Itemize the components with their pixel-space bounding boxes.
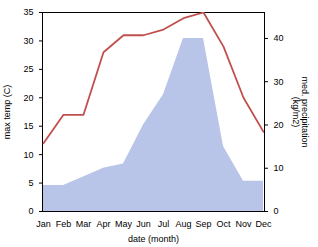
svg-text:Nov: Nov [235,219,252,229]
svg-text:30: 30 [274,77,284,87]
svg-text:10: 10 [274,163,284,173]
svg-text:max temp (C): max temp (C) [2,85,12,140]
svg-text:15: 15 [23,121,33,131]
svg-text:Feb: Feb [56,219,72,229]
svg-text:40: 40 [274,33,284,43]
svg-text:Aug: Aug [175,219,191,229]
svg-text:May: May [115,219,133,229]
svg-text:10: 10 [23,150,33,160]
svg-text:Oct: Oct [216,219,231,229]
svg-text:5: 5 [28,178,33,188]
svg-text:Jun: Jun [136,219,151,229]
svg-text:Dec: Dec [255,219,272,229]
svg-text:25: 25 [23,64,33,74]
svg-text:Jan: Jan [36,219,51,229]
svg-text:Jul: Jul [158,219,170,229]
svg-text:0: 0 [28,206,33,216]
svg-text:Mar: Mar [76,219,92,229]
svg-text:20: 20 [274,120,284,130]
svg-text:20: 20 [23,93,33,103]
svg-text:date (month): date (month) [128,234,179,244]
svg-text:med. precipitation(kg/m2): med. precipitation(kg/m2) [291,76,310,147]
svg-text:35: 35 [23,7,33,17]
svg-text:Sep: Sep [195,219,211,229]
svg-text:Apr: Apr [96,219,110,229]
svg-text:0: 0 [274,206,279,216]
svg-text:30: 30 [23,36,33,46]
